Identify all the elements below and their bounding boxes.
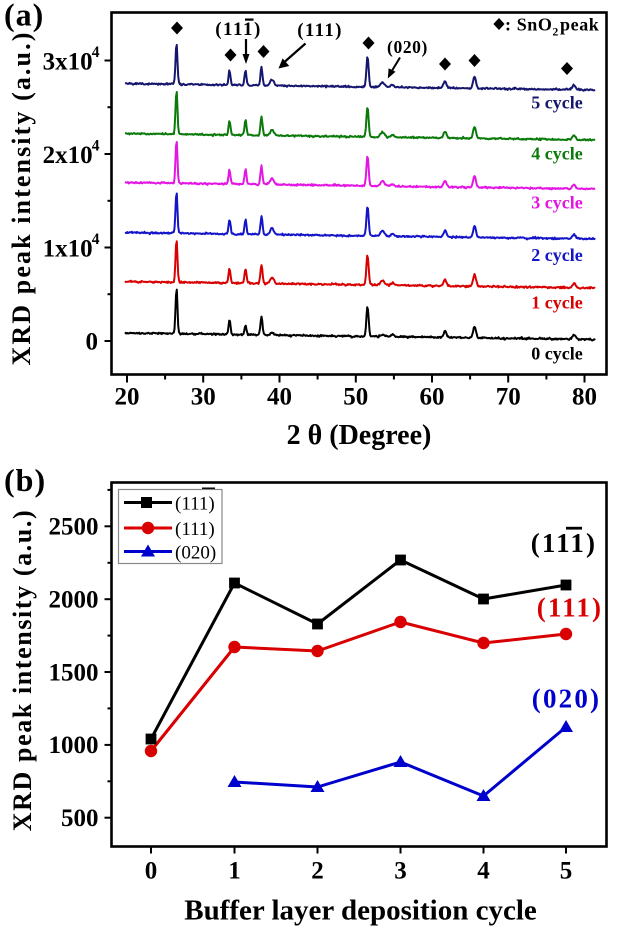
svg-text:(111): (111) [215, 19, 262, 40]
svg-text:2: 2 [311, 858, 324, 885]
svg-text:1: 1 [228, 858, 241, 885]
svg-text:4 cycle: 4 cycle [531, 144, 582, 164]
svg-text:70: 70 [496, 384, 521, 411]
svg-text:0: 0 [86, 329, 99, 356]
svg-text:5: 5 [560, 858, 573, 885]
svg-text:peak: peak [560, 15, 599, 35]
svg-text:Buffer layer deposition cycle: Buffer layer deposition cycle [184, 895, 537, 927]
svg-text:(b): (b) [4, 462, 46, 498]
svg-text:2000: 2000 [49, 587, 99, 614]
svg-text:3: 3 [394, 858, 407, 885]
svg-text:2x10: 2x10 [43, 142, 93, 169]
svg-text:(111): (111) [297, 20, 343, 41]
svg-text:4: 4 [92, 138, 100, 155]
svg-text:3x10: 3x10 [43, 49, 93, 76]
svg-text:1x10: 1x10 [43, 236, 93, 263]
svg-text:1500: 1500 [49, 659, 99, 686]
svg-text:(111): (111) [175, 519, 215, 540]
svg-text:4: 4 [92, 231, 100, 248]
svg-text:2500: 2500 [49, 514, 99, 541]
svg-text:1 cycle: 1 cycle [531, 293, 582, 313]
svg-text:5 cycle: 5 cycle [531, 93, 582, 113]
svg-text:40: 40 [267, 384, 292, 411]
svg-text:2: 2 [553, 27, 559, 39]
svg-text:2 cycle: 2 cycle [531, 245, 582, 265]
svg-text:(111): (111) [175, 494, 215, 515]
svg-text:60: 60 [420, 384, 445, 411]
svg-text:30: 30 [191, 384, 216, 411]
svg-text:2 θ (Degree): 2 θ (Degree) [287, 420, 432, 451]
svg-text:XRD peak intensity (a.u.): XRD peak intensity (a.u.) [8, 509, 37, 831]
svg-text:1000: 1000 [49, 732, 99, 759]
svg-text:(020): (020) [175, 543, 216, 564]
svg-text:(020): (020) [532, 684, 601, 714]
svg-text:3 cycle: 3 cycle [531, 193, 582, 213]
svg-text:(a): (a) [4, 0, 44, 33]
svg-text:50: 50 [343, 384, 368, 411]
svg-text:4: 4 [477, 858, 490, 885]
svg-text:4: 4 [92, 44, 100, 61]
svg-text:(020): (020) [387, 37, 428, 57]
svg-text:(111): (111) [537, 593, 604, 623]
svg-text:(111): (111) [531, 528, 598, 558]
svg-text:XRD peak intensity (a.u.): XRD peak intensity (a.u.) [7, 31, 36, 366]
svg-text:: SnO: : SnO [505, 15, 553, 35]
svg-text:80: 80 [572, 384, 597, 411]
svg-text:500: 500 [61, 805, 99, 832]
svg-text:0 cycle: 0 cycle [531, 344, 582, 364]
svg-text:20: 20 [115, 384, 140, 411]
svg-text:0: 0 [145, 858, 158, 885]
